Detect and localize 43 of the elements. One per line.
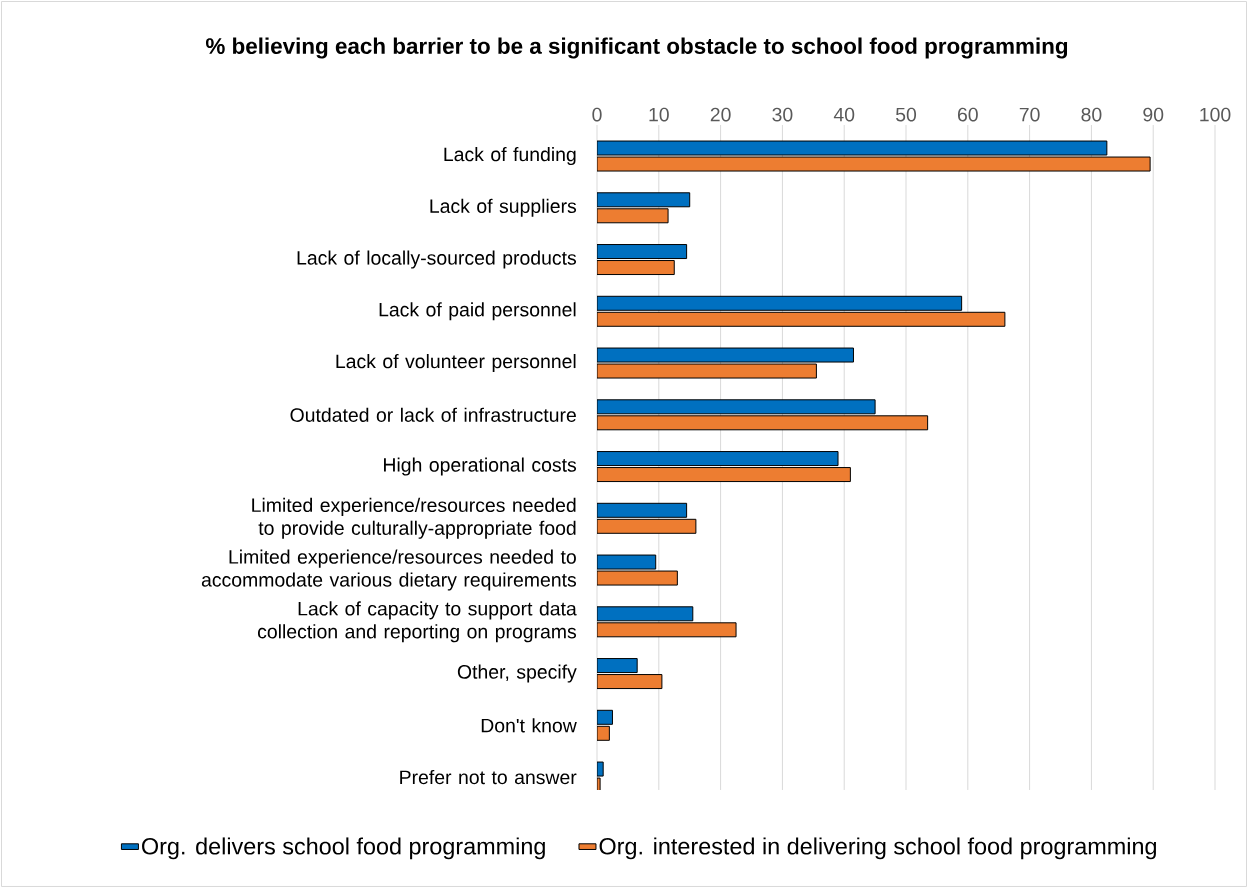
y-tick-label: Limited experience/resources needed to provide culturally-appropriate food	[252, 497, 576, 539]
x-tick-label: 10	[649, 107, 669, 122]
x-tick-label: 70	[1019, 107, 1040, 122]
y-tick-label: Outdated or lack of infrastructure	[290, 407, 576, 422]
y-tick-label: Other, specify	[457, 664, 577, 683]
x-tick-label: 90	[1143, 107, 1164, 122]
x-tick-label: 100	[1200, 107, 1231, 122]
bar	[597, 399, 876, 415]
x-tick-label: 40	[833, 107, 855, 122]
bar	[597, 415, 929, 431]
bar	[597, 260, 675, 276]
y-tick-label: Lack of locally-sourced products	[297, 250, 577, 269]
x-tick-label: 80	[1081, 107, 1102, 122]
bar	[597, 674, 663, 690]
legend-label: Org. interested in delivering school food programming	[599, 837, 1156, 860]
y-tick-label: Limited experience/resources needed to accommodate various dietary requirements	[201, 549, 577, 591]
bar	[597, 658, 638, 674]
bar	[597, 192, 691, 208]
y-tick-label: Lack of funding	[444, 146, 576, 166]
bar	[597, 502, 688, 518]
x-tick-label: 0	[592, 107, 602, 122]
bar	[597, 295, 963, 311]
legend-label: Org. delivers school food programming	[142, 837, 545, 860]
bar	[597, 606, 694, 622]
bar	[597, 244, 688, 260]
y-tick-label: Don't know	[481, 718, 577, 733]
y-tick-label: Prefer not to answer	[400, 769, 577, 785]
y-tick-label: High operational costs	[384, 457, 577, 476]
bar	[597, 467, 851, 483]
bar	[597, 451, 839, 467]
x-tick-label: 30	[772, 107, 793, 122]
y-tick-label: Lack of capacity to support data collection and reporting on programs	[257, 601, 577, 643]
y-tick-label: Lack of volunteer personnel	[336, 353, 576, 373]
chart-title: % believing each barrier to be a significant obstacle to school food programming	[205, 37, 1068, 59]
y-tick-label: Lack of paid personnel	[379, 302, 576, 321]
bar	[597, 622, 737, 638]
bar	[597, 208, 669, 224]
bar	[597, 311, 1006, 327]
bar	[597, 518, 697, 534]
y-tick-label: Lack of suppliers	[430, 198, 577, 217]
x-tick-label: 20	[710, 107, 731, 122]
x-tick-label: 60	[957, 107, 978, 122]
x-tick-label: 50	[895, 107, 917, 122]
